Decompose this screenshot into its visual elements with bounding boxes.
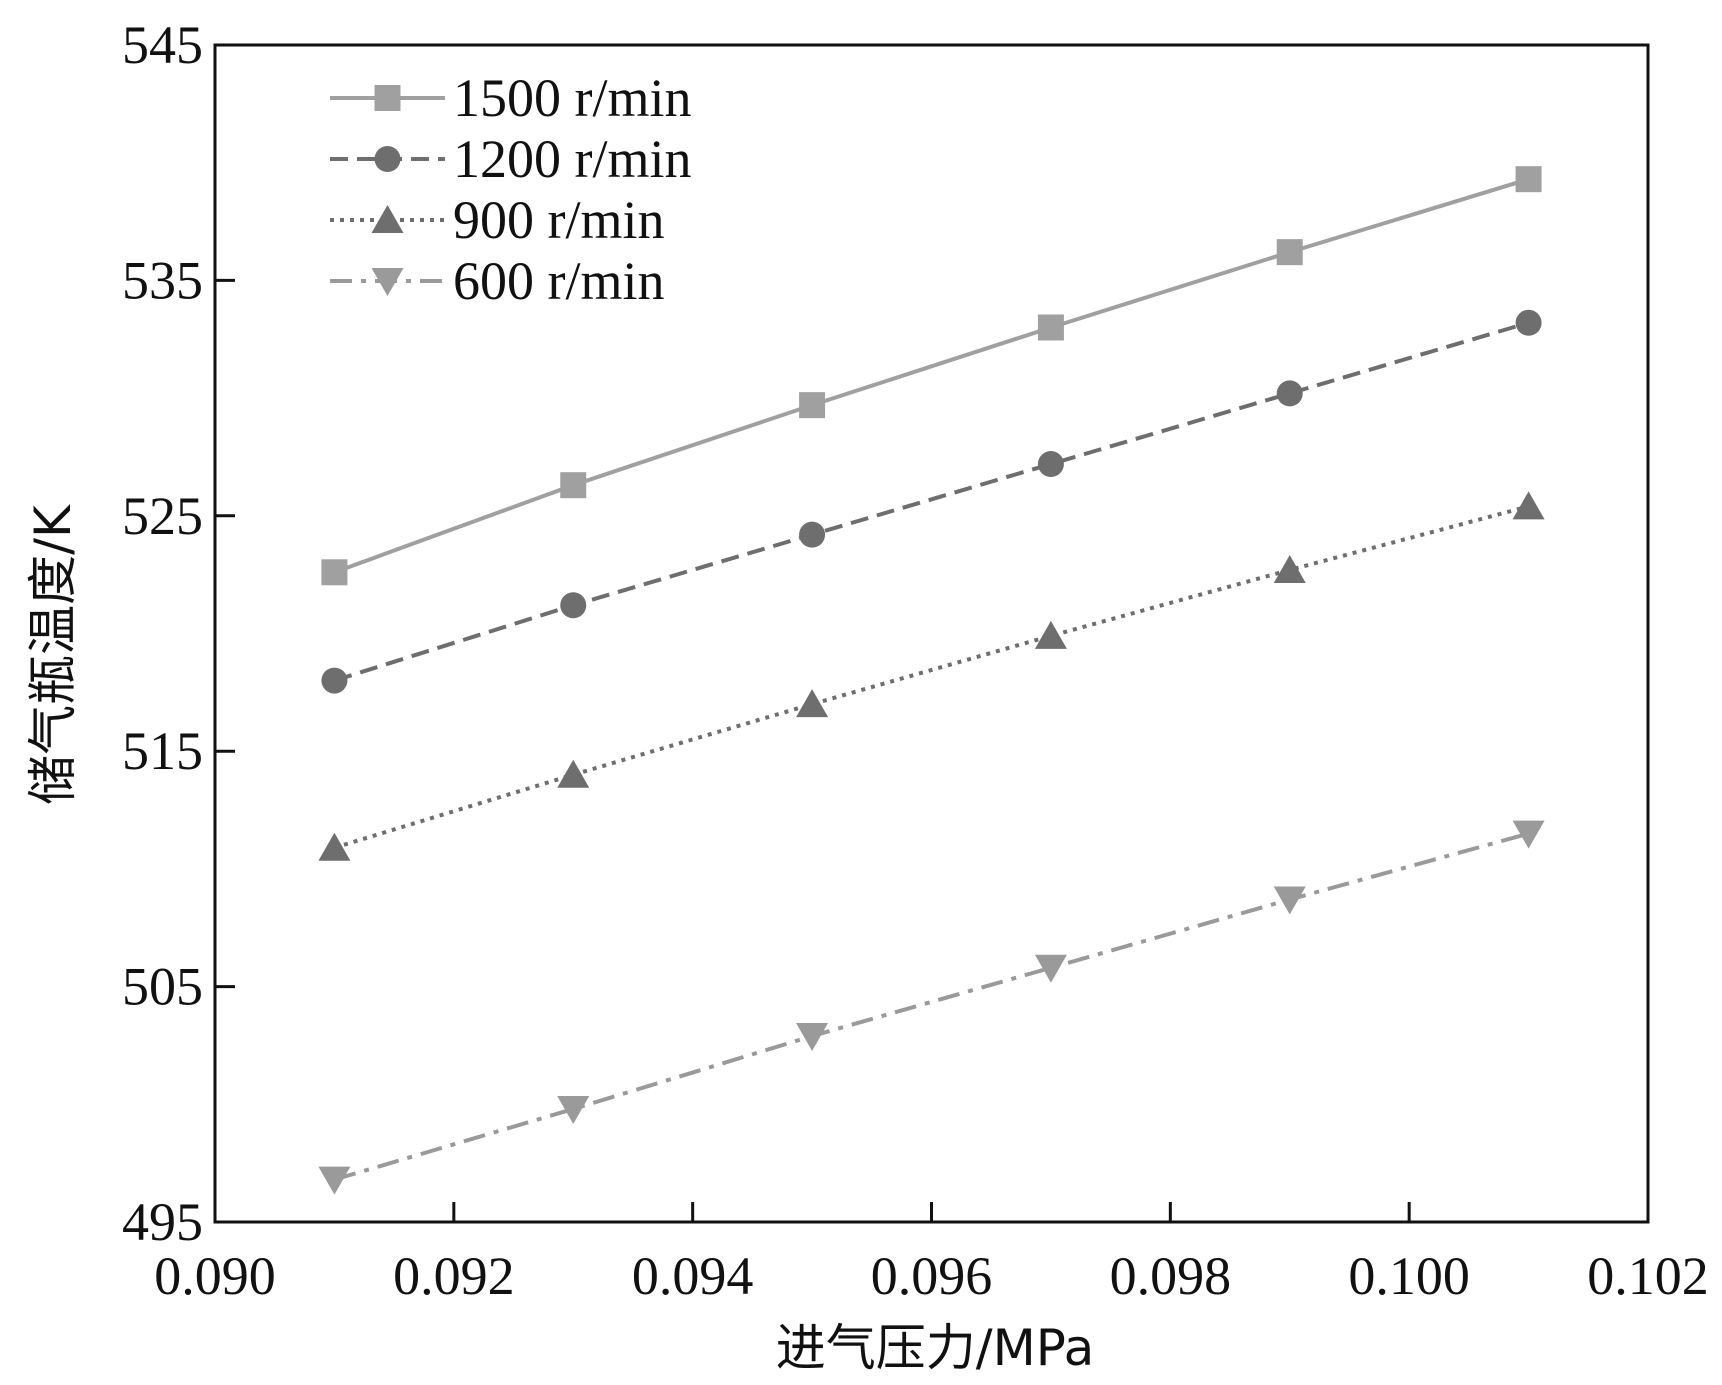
legend-label: 1200 r/min	[453, 129, 692, 189]
data-point	[799, 521, 826, 548]
legend-marker	[374, 146, 401, 172]
data-point	[1034, 954, 1067, 983]
data-point	[1034, 620, 1067, 649]
x-tick-label: 0.094	[632, 1246, 754, 1306]
data-point	[1512, 491, 1545, 520]
x-axis-title: 进气压力/MPa	[776, 1319, 1095, 1377]
data-point	[1276, 380, 1303, 407]
x-tick-label: 0.102	[1587, 1246, 1709, 1306]
series-layer	[318, 166, 1545, 1195]
y-tick-label: 545	[122, 15, 203, 75]
y-tick-label: 535	[122, 250, 203, 310]
series-line	[333, 177, 1530, 575]
data-point	[796, 689, 829, 718]
plot-frame	[213, 43, 1650, 1224]
series-group	[318, 491, 1545, 861]
y-axis: 495 505 515 525 535 545	[122, 15, 235, 1252]
series-group	[321, 166, 1542, 586]
series-line	[333, 831, 1530, 1182]
data-point	[321, 559, 348, 586]
y-axis-title: 储气瓶温度/K	[24, 504, 82, 805]
data-point	[1273, 554, 1306, 583]
data-point	[321, 667, 348, 694]
data-point	[1512, 820, 1545, 849]
legend-marker	[371, 205, 404, 233]
y-tick-label: 495	[122, 1192, 203, 1252]
series-group	[321, 309, 1542, 694]
y-tick-label: 505	[122, 957, 203, 1017]
legend-label: 900 r/min	[453, 190, 665, 250]
data-point	[1273, 886, 1306, 915]
data-point	[796, 1023, 829, 1052]
data-point	[1037, 314, 1064, 341]
plot-area	[213, 43, 1650, 1224]
data-point	[1037, 451, 1064, 478]
legend-marker	[371, 268, 404, 296]
data-point	[1515, 166, 1542, 193]
data-point	[1276, 239, 1303, 266]
legend-marker	[374, 85, 401, 111]
x-tick-label: 0.090	[154, 1246, 276, 1306]
y-tick-label: 525	[122, 486, 203, 546]
data-point	[318, 832, 351, 861]
legend-label: 1500 r/min	[453, 68, 692, 128]
x-tick-label: 0.092	[393, 1246, 515, 1306]
data-point	[557, 759, 590, 788]
x-axis: 0.090 0.092 0.094 0.096 0.098 0.100 0.102	[154, 1202, 1709, 1306]
series-line	[333, 320, 1530, 683]
data-point	[560, 592, 587, 619]
data-point	[318, 1166, 351, 1195]
x-tick-label: 0.098	[1110, 1246, 1232, 1306]
series-group	[318, 820, 1545, 1195]
data-point	[1515, 309, 1542, 336]
data-point	[560, 472, 587, 499]
y-tick-label: 515	[122, 721, 203, 781]
series-line	[333, 504, 1530, 850]
x-tick-label: 0.096	[871, 1246, 993, 1306]
x-tick-label: 0.100	[1348, 1246, 1470, 1306]
data-point	[799, 392, 826, 419]
data-point	[557, 1096, 590, 1125]
legend-label: 600 r/min	[453, 251, 665, 311]
